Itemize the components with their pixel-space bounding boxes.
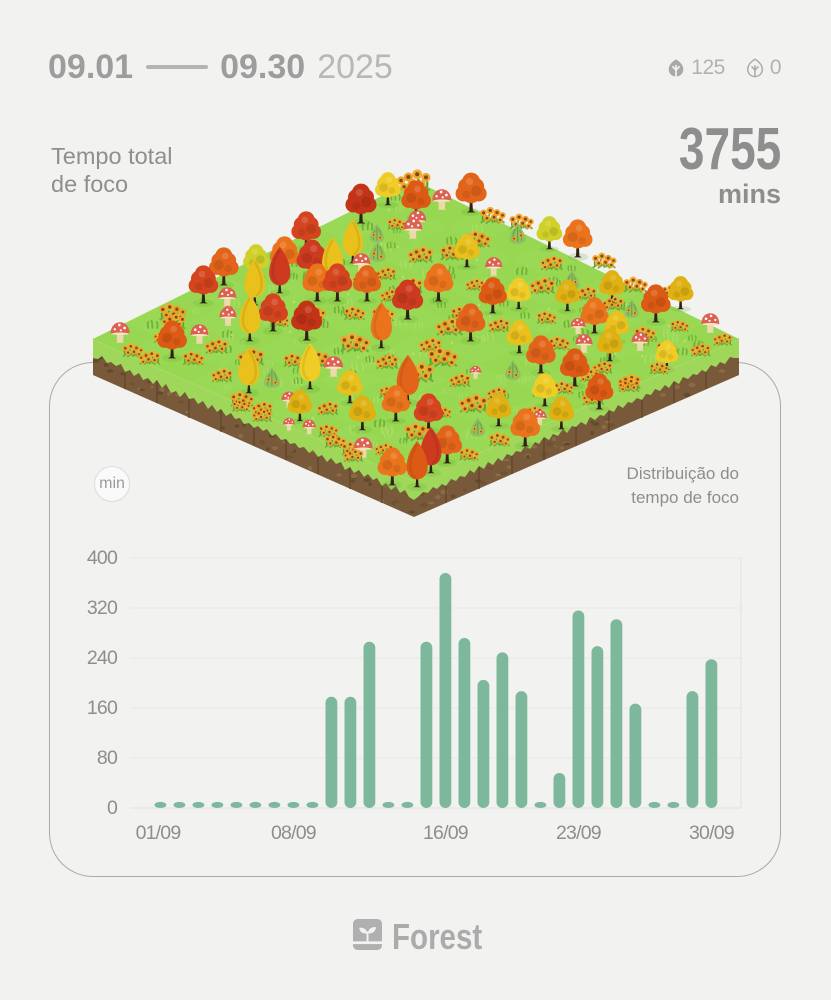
svg-text:16/09: 16/09: [423, 822, 468, 844]
svg-text:240: 240: [87, 647, 118, 669]
svg-text:0: 0: [107, 797, 118, 819]
svg-text:08/09: 08/09: [271, 822, 316, 844]
svg-text:320: 320: [87, 597, 118, 619]
svg-text:160: 160: [87, 697, 118, 719]
svg-text:400: 400: [87, 547, 118, 569]
svg-text:30/09: 30/09: [689, 822, 734, 844]
svg-text:23/09: 23/09: [556, 822, 601, 844]
svg-text:01/09: 01/09: [136, 822, 181, 844]
svg-text:80: 80: [97, 747, 118, 769]
